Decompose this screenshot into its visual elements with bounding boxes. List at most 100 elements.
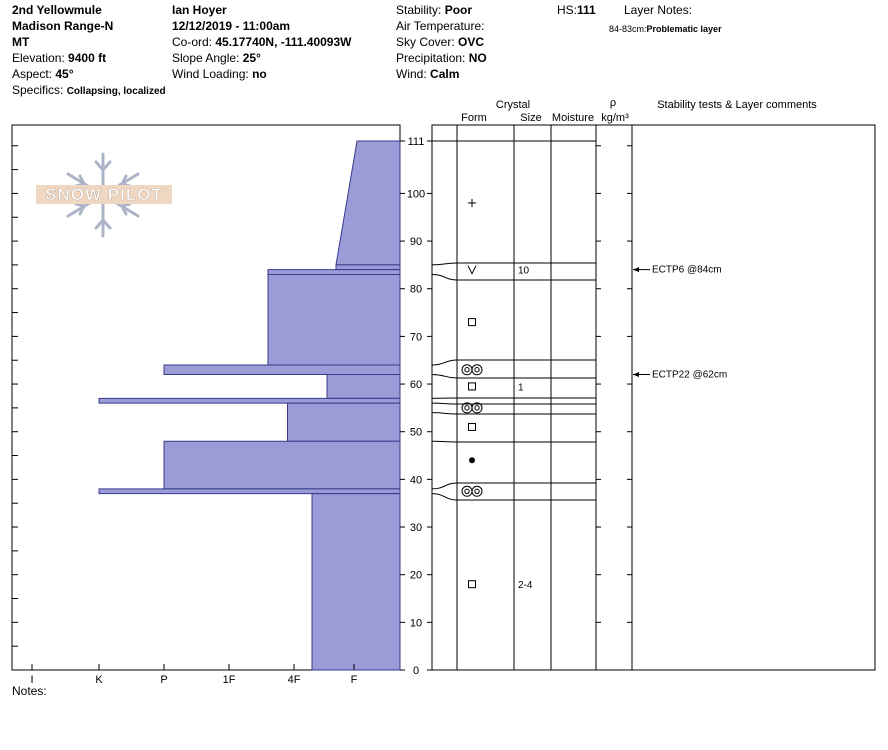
hardness-tick-label: K [95, 674, 103, 686]
height-tick-label: 30 [410, 522, 422, 534]
layer-boundaries [431, 140, 596, 501]
header-density-unit: kg/m³ [601, 112, 629, 124]
header-col-3: Stability: Poor Air Temperature: Sky Cov… [396, 2, 487, 82]
hardness-tick-label: F [351, 674, 358, 686]
hardness-bar [287, 402, 401, 442]
melt-form-icon [471, 485, 483, 497]
wind: Wind: Calm [396, 67, 460, 81]
notes-label: Notes: [12, 684, 47, 698]
snow-height: HS:111 [557, 3, 596, 17]
faceted-crystal-icon [468, 422, 476, 431]
sky-cover: Sky Cover: OVC [396, 35, 485, 49]
hardness-bar [98, 397, 401, 404]
location-name: 2nd Yellowmule [12, 3, 102, 17]
air-temperature: Air Temperature: [396, 19, 485, 33]
melt-form-icon [464, 488, 470, 494]
test-label: ECTP6 @84cm [652, 265, 722, 276]
hardness-bar [267, 273, 401, 366]
aspect: Aspect: 45° [12, 67, 74, 81]
observation-datetime: 12/12/2019 - 11:00am [172, 19, 291, 33]
header-moisture: Moisture [552, 112, 594, 124]
grain-size-label: 2-4 [518, 580, 533, 591]
height-tick-label: 90 [410, 236, 422, 248]
table-headers: Crystal Form Size Moisture ρ kg/m³ Stabi… [461, 97, 817, 124]
header-crystal: Crystal [496, 99, 530, 111]
hardness-tick-label: I [30, 674, 33, 686]
melt-form-icon [464, 405, 470, 411]
test-pointer-arrow-icon [633, 267, 639, 273]
snowpilot-logo: SNOW PILOT [36, 152, 172, 238]
melt-form-icon [471, 402, 483, 414]
header-col-2: Ian Hoyer 12/12/2019 - 11:00am Co-ord: 4… [172, 2, 351, 82]
height-tick-label: 50 [410, 427, 422, 439]
layer-notes-title: Layer Notes: [624, 3, 693, 17]
header-col-1: 2nd Yellowmule Madison Range-N MT Elevat… [12, 2, 166, 100]
faceted-crystal-icon [468, 318, 476, 327]
hardness-bar [163, 440, 401, 490]
specifics: Specifics: Collapsing, localized [12, 83, 166, 97]
layer-connector [431, 262, 458, 266]
coordinates: Co-ord: 45.17740N, -111.40093W [172, 35, 352, 49]
melt-form-icon [474, 488, 480, 494]
hardness-bars [98, 140, 401, 671]
header-rho: ρ [610, 97, 616, 109]
logo-banner [36, 185, 172, 204]
test-pointer-arrow-icon [633, 372, 639, 378]
range-name: Madison Range-N [12, 19, 114, 33]
faceted-crystal-icon [468, 382, 476, 391]
stability: Stability: Poor [396, 3, 473, 17]
logo-text: SNOW PILOT [45, 185, 163, 204]
height-tick-label: 40 [410, 474, 422, 486]
slope-angle: Slope Angle: 25° [172, 51, 261, 65]
layer-connector [431, 359, 458, 366]
wind-loading: Wind Loading: no [172, 67, 267, 81]
test-label: ECTP22 @62cm [652, 370, 727, 381]
hardness-bar [335, 140, 401, 266]
hardness-bar [326, 374, 401, 399]
height-tick-label: 100 [407, 188, 425, 200]
melt-form-icon [464, 367, 470, 373]
hardness-bar [311, 493, 401, 671]
surface-hoar-icon [467, 265, 477, 275]
melt-form-icon [474, 405, 480, 411]
hardness-bar [98, 488, 401, 495]
height-tick-label: 80 [410, 284, 422, 296]
height-tick-label: 10 [410, 617, 422, 629]
layer-connector [431, 402, 458, 405]
height-tick-label: 111 [408, 136, 425, 148]
hardness-bar [267, 269, 401, 275]
header-size: Size [520, 112, 541, 124]
melt-form-icon [474, 367, 480, 373]
layer-connector [431, 482, 458, 490]
hardness-tick-label: 4F [288, 674, 301, 686]
melt-form-icon [461, 485, 473, 497]
hardness-tick-label: 1F [223, 674, 236, 686]
layer-grain-forms: 10 1 2-4 [461, 198, 533, 591]
header-form: Form [461, 112, 487, 124]
layer-note: 84-83cm:Problematic layer [609, 24, 722, 34]
layer-connector [431, 440, 458, 443]
elevation: Elevation: 9400 ft [12, 51, 107, 65]
height-tick-label: 60 [410, 379, 422, 391]
precipitation: Precipitation: NO [396, 51, 487, 65]
observer-name: Ian Hoyer [172, 3, 227, 17]
grain-size-label: 1 [518, 382, 524, 393]
state-name: MT [12, 35, 30, 49]
height-tick-label: 20 [410, 570, 422, 582]
rounded-grain-icon [469, 457, 475, 464]
height-tick-label: 70 [410, 331, 422, 343]
left-edge-ticks [12, 145, 18, 671]
hardness-bar [335, 264, 401, 271]
melt-form-icon [471, 364, 483, 376]
melt-form-icon [461, 364, 473, 376]
layer-connector [431, 374, 458, 379]
header-comments: Stability tests & Layer comments [657, 99, 817, 111]
layer-connector [431, 493, 458, 501]
hardness-axis: I K P 1F 4F F [30, 664, 358, 686]
table-frame [431, 124, 876, 671]
layer-connector [431, 273, 458, 281]
height-axis: 0 10 20 30 40 50 60 70 80 90 100 111 [400, 136, 432, 677]
faceted-crystal-icon [468, 580, 476, 589]
stability-tests: ECTP6 @84cm ECTP22 @62cm [633, 265, 727, 381]
